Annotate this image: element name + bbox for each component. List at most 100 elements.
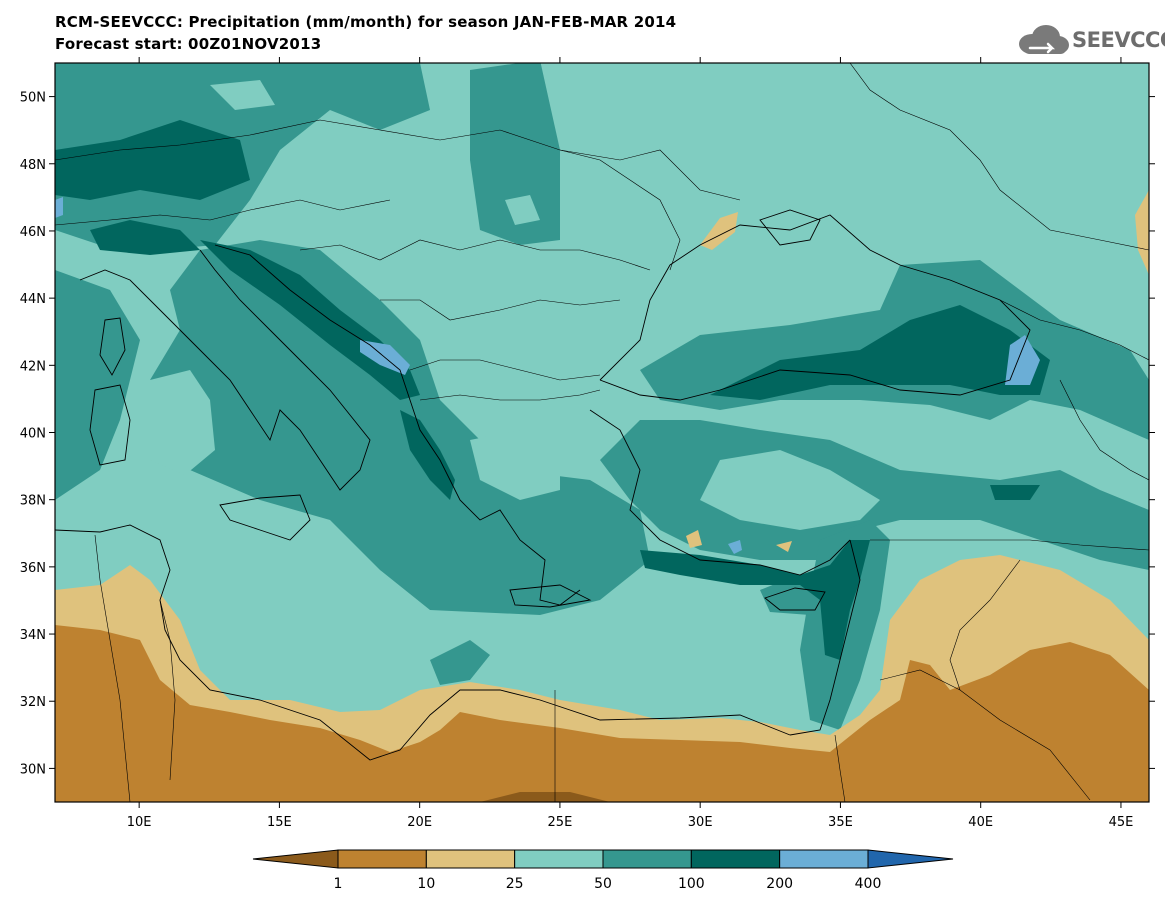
dry-zone-turkey-spot — [686, 530, 702, 548]
border-greece — [419, 389, 601, 401]
coast-black-sea — [599, 214, 1031, 401]
colorbar-label: 10 — [417, 876, 435, 892]
colorbar-segment — [779, 849, 869, 869]
lat-tick-label: 42N — [20, 359, 46, 374]
wet-zone-tyrrhenian-west — [55, 270, 140, 500]
longitude-axis: 10E 15E 20E 25E 30E 35E 40E 45E — [127, 57, 1134, 830]
coast-sardinia — [89, 384, 131, 466]
vwet-zone-dinaric — [200, 240, 420, 400]
border-romania-moldova — [559, 149, 681, 271]
extreme-zone-adjara — [1005, 335, 1040, 385]
coast-balkans — [214, 244, 581, 606]
lon-tick-label: 30E — [688, 815, 713, 830]
driest-zone-libya — [480, 792, 610, 802]
border-jordan-saudi — [879, 669, 1091, 801]
lat-tick-label: 30N — [20, 762, 46, 777]
border-egypt-israel — [834, 734, 846, 802]
coast-cyprus — [764, 587, 826, 611]
seevccc-logo: SEEVCCC — [1016, 24, 1165, 58]
coast-crete — [509, 584, 592, 608]
country-borders — [55, 63, 1149, 802]
lon-tick-label: 20E — [407, 815, 432, 830]
coast-crimea — [759, 209, 821, 246]
very-dry-zone-sahara — [55, 625, 1149, 802]
coastlines — [55, 209, 1031, 761]
coast-sicily — [219, 494, 311, 541]
colorbar-segment — [514, 849, 604, 869]
border-ukraine-russia — [849, 63, 1149, 251]
vwet-zone-taurus — [640, 540, 870, 660]
extreme-zone-turkey-small — [728, 540, 742, 554]
colorbar-segment — [690, 849, 781, 869]
border-balkans-2 — [380, 299, 621, 321]
lat-tick-label: 36N — [20, 561, 46, 576]
lon-tick-label: 25E — [548, 815, 573, 830]
precip-field — [55, 63, 1149, 802]
border-caucasus — [999, 299, 1149, 361]
colorbar-label: 50 — [594, 876, 612, 892]
colorbar-segment — [337, 849, 427, 869]
colorbar-low-arrow — [252, 849, 339, 869]
extreme-zone-alps-west — [55, 197, 63, 218]
lat-tick-label: 40N — [20, 427, 46, 442]
pocket-central-turkey — [700, 450, 880, 530]
lon-tick-label: 10E — [127, 815, 152, 830]
pocket-alps-north — [210, 80, 275, 110]
logo-text: SEEVCCC — [1072, 28, 1165, 52]
lat-tick-label: 38N — [20, 494, 46, 509]
lon-tick-label: 45E — [1109, 815, 1134, 830]
lat-tick-label: 46N — [20, 225, 46, 240]
border-syria-iraq — [949, 559, 1021, 691]
colorbar-label: 400 — [855, 876, 882, 892]
pocket-tyrrhenian — [140, 370, 215, 475]
vwet-zone-pontic — [710, 305, 1050, 400]
colorbar-label: 25 — [506, 876, 524, 892]
lon-tick-label: 40E — [968, 815, 993, 830]
latitude-axis: 30N 32N 34N 36N 38N 40N 42N 44N 46N 48N 50N — [20, 91, 1155, 777]
colorbar-label: 100 — [678, 876, 705, 892]
lon-tick-label: 35E — [828, 815, 853, 830]
colorbar-label: 1 — [334, 876, 343, 892]
pocket-romania — [505, 195, 540, 225]
lat-tick-label: 32N — [20, 695, 46, 710]
border-turkey-syria — [870, 539, 1149, 551]
cloud-logo-icon — [1019, 25, 1069, 54]
coast-north-africa — [55, 524, 791, 761]
colorbar-high-arrow — [867, 849, 954, 869]
colorbar-segment — [425, 849, 516, 869]
wet-zone-adriatic-ionian — [150, 240, 650, 615]
forecast-start-label: Forecast start: 00Z01NOV2013 — [55, 35, 322, 53]
wet-zone-carpathians — [470, 63, 560, 245]
wet-zone-libya-patch — [430, 640, 490, 685]
lat-tick-label: 48N — [20, 158, 46, 173]
border-central-europe — [55, 119, 741, 201]
vwet-zone-epirus — [400, 410, 455, 500]
coast-italy — [79, 249, 371, 491]
coast-turkey — [589, 409, 851, 576]
colorbar-label: 200 — [766, 876, 793, 892]
very-wet-zones — [55, 120, 1050, 660]
border-algeria-tunisia — [94, 534, 131, 802]
colorbar: 1 10 25 50 100 200 400 — [252, 849, 954, 892]
lat-tick-label: 34N — [20, 628, 46, 643]
lat-tick-label: 50N — [20, 91, 46, 106]
vwet-zone-georgia-east — [990, 485, 1040, 500]
lon-tick-label: 15E — [267, 815, 292, 830]
dry-zone-turkey-spot2 — [776, 541, 792, 552]
border-alps — [55, 199, 391, 226]
vwet-zone-alps-south — [90, 220, 200, 255]
pocket-aegean — [470, 430, 560, 500]
border-balkans-3 — [409, 359, 601, 381]
coast-corsica — [99, 317, 126, 376]
border-turkey-east — [1059, 379, 1149, 481]
coast-levant — [789, 539, 861, 736]
border-libya-tunisia — [159, 599, 176, 781]
map-title: RCM-SEEVCCC: Precipitation (mm/month) fo… — [55, 13, 677, 31]
light-pockets — [140, 80, 880, 530]
lat-tick-label: 44N — [20, 292, 46, 307]
dry-zone-caspian-edge — [1135, 190, 1149, 275]
colorbar-segment — [602, 849, 692, 869]
border-balkans-1 — [299, 239, 651, 271]
vwet-zone-alps — [55, 120, 250, 200]
